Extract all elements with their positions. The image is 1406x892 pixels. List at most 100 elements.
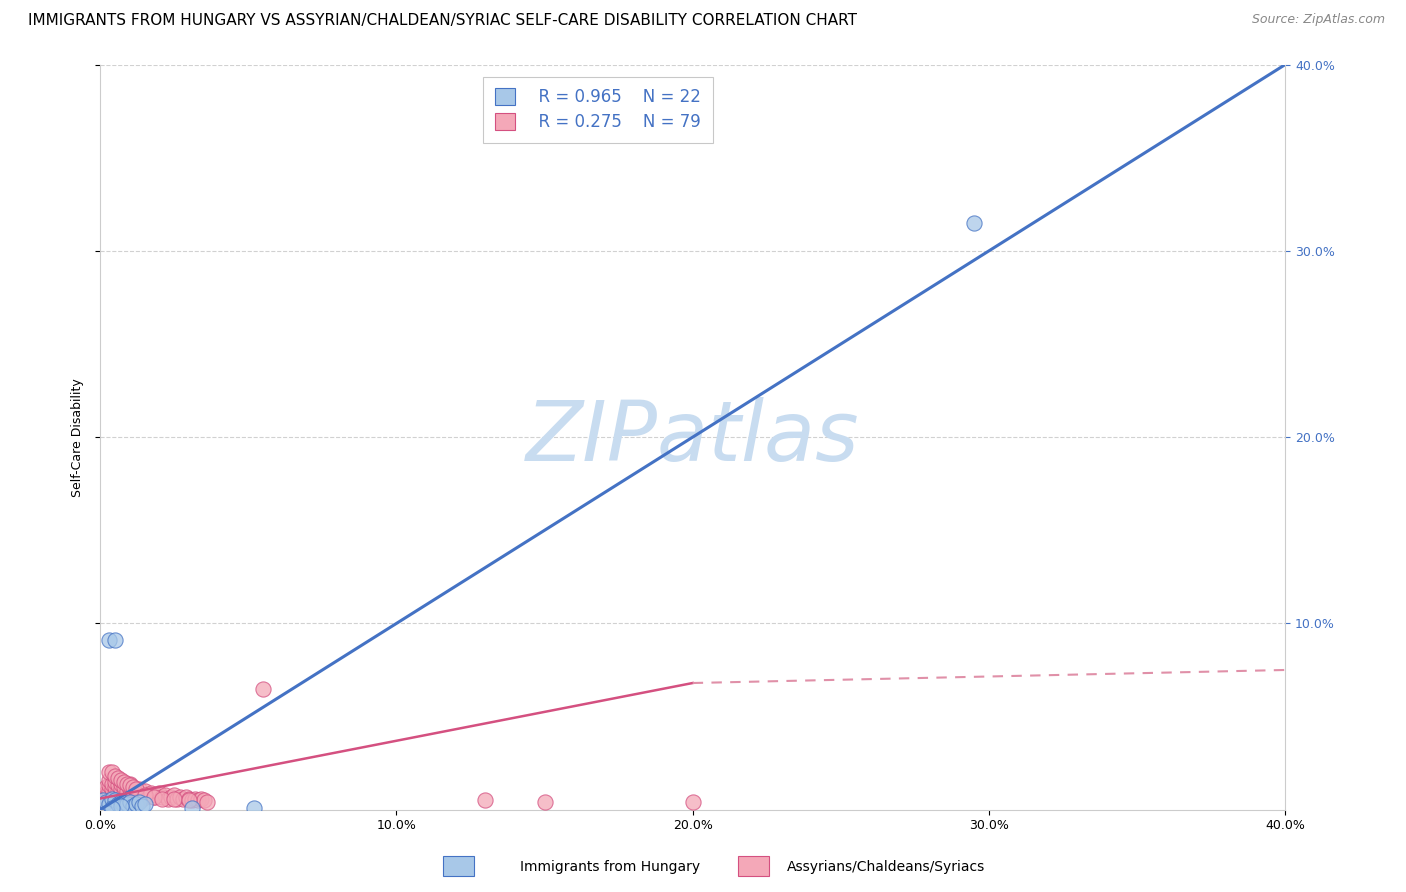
- Point: [157, 791, 180, 805]
- Point: [101, 776, 124, 790]
- Point: [112, 786, 135, 800]
- Point: [172, 791, 194, 805]
- Point: [128, 782, 150, 797]
- Point: [963, 216, 986, 230]
- Point: [115, 784, 138, 798]
- Point: [110, 782, 132, 797]
- Point: [128, 795, 150, 809]
- Point: [110, 776, 132, 790]
- Point: [121, 786, 143, 800]
- Point: [533, 795, 555, 809]
- Point: [163, 791, 186, 805]
- Point: [125, 789, 148, 804]
- Point: [134, 789, 156, 804]
- Point: [112, 791, 135, 805]
- Point: [118, 776, 141, 790]
- Point: [107, 784, 129, 798]
- Point: [134, 784, 156, 798]
- Point: [94, 786, 117, 800]
- Point: [91, 793, 114, 807]
- Point: [152, 791, 174, 805]
- Point: [104, 769, 127, 783]
- Point: [125, 782, 148, 797]
- Point: [128, 788, 150, 802]
- Point: [115, 776, 138, 790]
- Point: [474, 793, 496, 807]
- Point: [98, 765, 121, 780]
- Point: [115, 797, 138, 811]
- Point: [112, 799, 135, 814]
- Point: [187, 793, 209, 807]
- Point: [104, 786, 127, 800]
- Point: [94, 795, 117, 809]
- Point: [94, 791, 117, 805]
- Point: [91, 788, 114, 802]
- Text: Assyrians/Chaldeans/Syriacs: Assyrians/Chaldeans/Syriacs: [787, 860, 986, 874]
- Text: Immigrants from Hungary: Immigrants from Hungary: [520, 860, 700, 874]
- Point: [195, 795, 218, 809]
- Point: [155, 788, 177, 802]
- Point: [110, 772, 132, 787]
- Text: Source: ZipAtlas.com: Source: ZipAtlas.com: [1251, 13, 1385, 27]
- Point: [682, 795, 704, 809]
- Point: [104, 793, 127, 807]
- Point: [98, 633, 121, 648]
- Point: [107, 771, 129, 785]
- Point: [243, 801, 266, 815]
- Point: [193, 793, 215, 807]
- Point: [142, 789, 165, 804]
- Point: [118, 788, 141, 802]
- Y-axis label: Self-Care Disability: Self-Care Disability: [72, 378, 84, 497]
- Point: [112, 780, 135, 795]
- Point: [104, 780, 127, 795]
- Point: [166, 791, 188, 805]
- Point: [131, 799, 153, 814]
- Point: [131, 791, 153, 805]
- Point: [121, 791, 143, 805]
- Point: [134, 797, 156, 811]
- Text: IMMIGRANTS FROM HUNGARY VS ASSYRIAN/CHALDEAN/SYRIAC SELF-CARE DISABILITY CORRELA: IMMIGRANTS FROM HUNGARY VS ASSYRIAN/CHAL…: [28, 13, 858, 29]
- Point: [104, 791, 127, 805]
- Point: [101, 801, 124, 815]
- Point: [160, 789, 183, 804]
- Point: [98, 779, 121, 793]
- Legend:   R = 0.965    N = 22,   R = 0.275    N = 79: R = 0.965 N = 22, R = 0.275 N = 79: [484, 77, 713, 143]
- Point: [136, 788, 159, 802]
- Point: [107, 797, 129, 811]
- Point: [98, 784, 121, 798]
- Point: [107, 789, 129, 804]
- Point: [98, 772, 121, 787]
- Point: [91, 793, 114, 807]
- Point: [101, 782, 124, 797]
- Point: [104, 633, 127, 648]
- Point: [181, 801, 204, 815]
- Point: [107, 779, 129, 793]
- Point: [177, 791, 200, 805]
- Point: [118, 782, 141, 797]
- Point: [190, 791, 212, 805]
- Point: [101, 788, 124, 802]
- Point: [98, 797, 121, 811]
- Point: [110, 795, 132, 809]
- Point: [118, 779, 141, 793]
- Point: [94, 780, 117, 795]
- Point: [110, 799, 132, 814]
- Point: [152, 789, 174, 804]
- Point: [118, 795, 141, 809]
- Text: ZIPatlas: ZIPatlas: [526, 397, 859, 477]
- Point: [145, 788, 167, 802]
- Point: [139, 786, 162, 800]
- Point: [181, 793, 204, 807]
- Point: [125, 797, 148, 811]
- Point: [177, 793, 200, 807]
- Point: [252, 681, 274, 696]
- Point: [184, 791, 207, 805]
- Point: [174, 789, 197, 804]
- Point: [163, 788, 186, 802]
- Point: [121, 780, 143, 795]
- Point: [101, 765, 124, 780]
- Point: [115, 789, 138, 804]
- Point: [112, 774, 135, 789]
- Point: [169, 789, 191, 804]
- Point: [125, 784, 148, 798]
